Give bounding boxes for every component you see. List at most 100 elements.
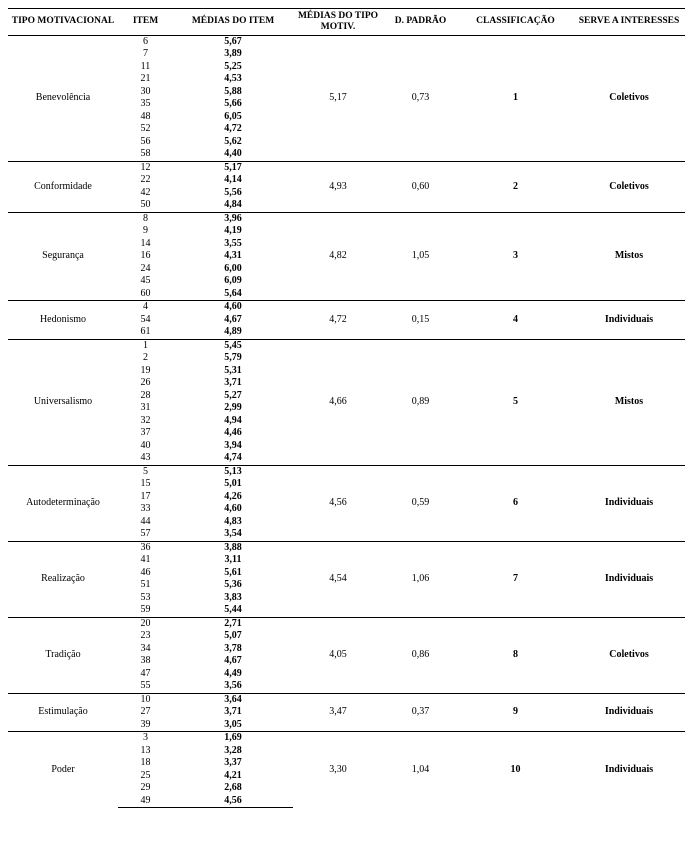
cell-item: 36 [118,541,173,554]
cell-item: 4 [118,301,173,314]
cell-item: 12 [118,161,173,174]
cell-item: 42 [118,187,173,200]
cell-classificacao: 4 [458,301,573,340]
cell-media-item: 4,14 [173,174,293,187]
cell-media-item: 5,66 [173,98,293,111]
header-medias-motiv: MÉDIAS DO TIPO MOTIV. [293,9,383,36]
cell-item: 60 [118,288,173,301]
cell-media-item: 4,26 [173,491,293,504]
table-row: Universalismo15,454,660,895Mistos [8,339,685,352]
cell-dpadrao: 0,73 [383,35,458,161]
cell-media-item: 5,67 [173,35,293,48]
cell-item: 18 [118,757,173,770]
cell-serve: Coletivos [573,35,685,161]
cell-media-item: 5,01 [173,478,293,491]
cell-media-item: 4,53 [173,73,293,86]
cell-media-item: 6,09 [173,275,293,288]
cell-classificacao: 9 [458,693,573,732]
cell-media-item: 3,37 [173,757,293,770]
table-row: Autodeterminação55,134,560,596Individuai… [8,465,685,478]
cell-media-item: 5,25 [173,61,293,74]
cell-media-item: 4,60 [173,503,293,516]
cell-item: 30 [118,86,173,99]
cell-media-item: 4,89 [173,326,293,339]
table-body: Benevolência65,675,170,731Coletivos73,89… [8,35,685,808]
table-row: Poder31,693,301,0410Individuais [8,732,685,745]
cell-media-item: 3,64 [173,693,293,706]
header-dpadrao: D. PADRÃO [383,9,458,36]
cell-item: 59 [118,604,173,617]
cell-media-item: 2,68 [173,782,293,795]
cell-media-item: 5,64 [173,288,293,301]
cell-tipo: Benevolência [8,35,118,161]
cell-media-item: 4,49 [173,668,293,681]
cell-media-item: 1,69 [173,732,293,745]
cell-media-motiv: 4,82 [293,212,383,301]
cell-media-item: 4,67 [173,314,293,327]
cell-media-item: 3,11 [173,554,293,567]
cell-item: 27 [118,706,173,719]
cell-dpadrao: 1,04 [383,732,458,808]
cell-media-motiv: 5,17 [293,35,383,161]
cell-item: 24 [118,263,173,276]
cell-media-item: 4,94 [173,415,293,428]
cell-media-item: 6,05 [173,111,293,124]
cell-classificacao: 3 [458,212,573,301]
cell-serve: Individuais [573,693,685,732]
cell-item: 61 [118,326,173,339]
cell-item: 29 [118,782,173,795]
cell-tipo: Tradição [8,617,118,693]
cell-media-motiv: 4,05 [293,617,383,693]
table-row: Hedonismo44,604,720,154Individuais [8,301,685,314]
cell-item: 45 [118,275,173,288]
cell-media-item: 5,31 [173,365,293,378]
cell-classificacao: 6 [458,465,573,541]
cell-item: 20 [118,617,173,630]
table-row: Tradição202,714,050,868Coletivos [8,617,685,630]
cell-item: 11 [118,61,173,74]
cell-item: 13 [118,745,173,758]
cell-media-item: 4,40 [173,148,293,161]
cell-media-motiv: 4,54 [293,541,383,617]
cell-item: 26 [118,377,173,390]
cell-dpadrao: 1,06 [383,541,458,617]
cell-item: 43 [118,452,173,465]
cell-dpadrao: 0,37 [383,693,458,732]
cell-item: 54 [118,314,173,327]
cell-media-motiv: 4,72 [293,301,383,340]
cell-media-item: 4,19 [173,225,293,238]
cell-item: 51 [118,579,173,592]
cell-media-item: 5,44 [173,604,293,617]
cell-classificacao: 7 [458,541,573,617]
cell-item: 49 [118,795,173,808]
cell-item: 55 [118,680,173,693]
cell-item: 21 [118,73,173,86]
cell-serve: Coletivos [573,161,685,212]
table-row: Realização363,884,541,067Individuais [8,541,685,554]
cell-item: 22 [118,174,173,187]
table-row: Estimulação103,643,470,379Individuais [8,693,685,706]
cell-item: 34 [118,643,173,656]
cell-media-item: 3,56 [173,680,293,693]
cell-media-item: 3,88 [173,541,293,554]
cell-classificacao: 1 [458,35,573,161]
cell-media-motiv: 3,47 [293,693,383,732]
cell-item: 23 [118,630,173,643]
cell-item: 3 [118,732,173,745]
cell-tipo: Autodeterminação [8,465,118,541]
cell-media-item: 3,71 [173,706,293,719]
cell-item: 15 [118,478,173,491]
cell-media-item: 3,71 [173,377,293,390]
cell-item: 37 [118,427,173,440]
cell-media-motiv: 3,30 [293,732,383,808]
cell-media-item: 5,61 [173,567,293,580]
cell-item: 31 [118,402,173,415]
cell-media-item: 5,07 [173,630,293,643]
cell-item: 33 [118,503,173,516]
header-item: ITEM [118,9,173,36]
cell-classificacao: 8 [458,617,573,693]
cell-media-item: 5,62 [173,136,293,149]
cell-item: 6 [118,35,173,48]
cell-dpadrao: 0,86 [383,617,458,693]
cell-item: 38 [118,655,173,668]
